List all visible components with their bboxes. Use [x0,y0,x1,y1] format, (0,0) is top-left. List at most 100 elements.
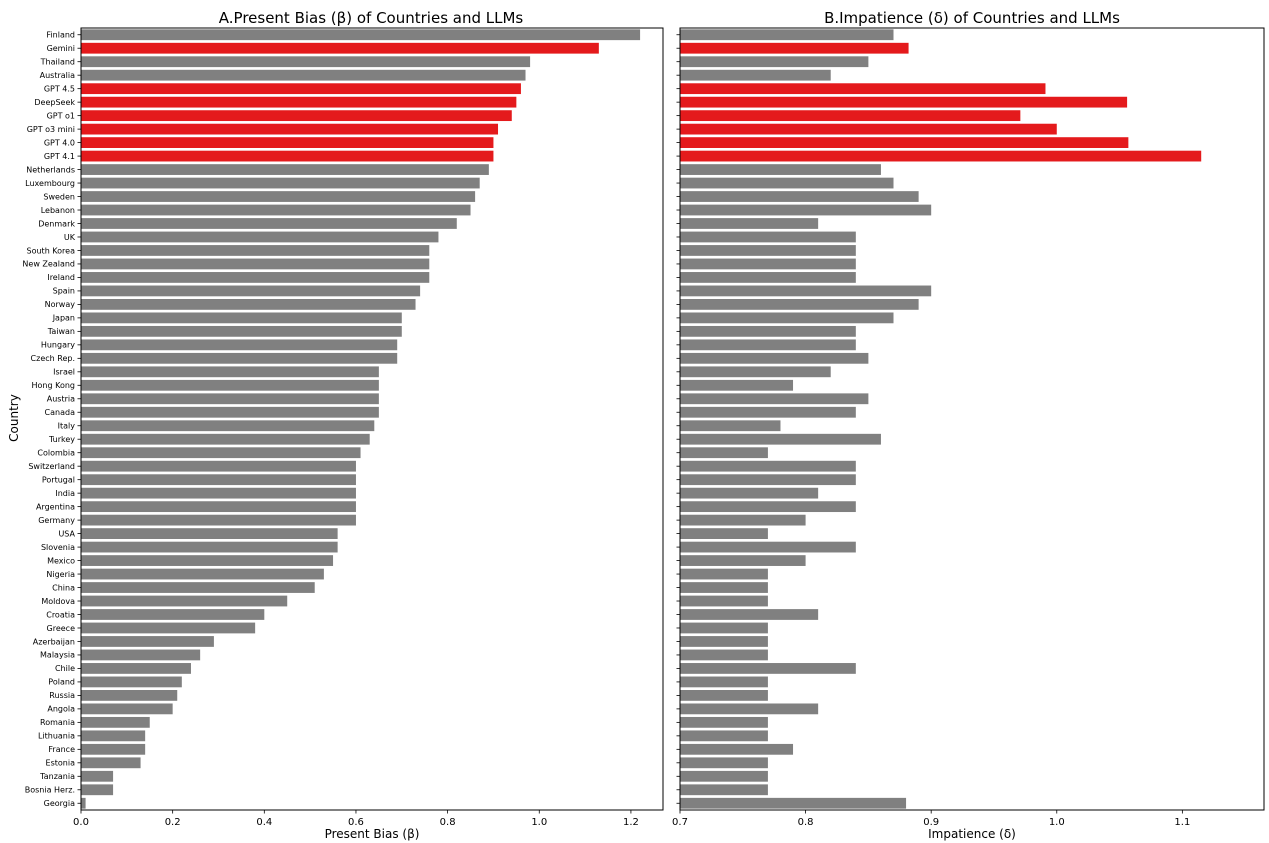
panel-b-x-axis-label: Impatience (δ) [928,827,1016,841]
panel-a-bar-russia [81,690,178,701]
panel-b-bar-switzerland [680,460,856,472]
country-label-denmark: Denmark [38,219,75,228]
panel-b-bar-ireland [680,272,856,283]
panel-b-bar-hong-kong [680,379,794,391]
country-label-switzerland: Switzerland [28,462,75,471]
panel-b-bar-lithuania [680,730,768,742]
panel-a-bar-finland [81,29,641,41]
panel-a-bar-china [81,582,315,593]
country-label-russia: Russia [49,691,75,700]
panel-a-bar-greece [81,622,256,634]
panel-b-xtick-label-0-8: 0.8 [798,817,814,828]
panel-a-bar-slovenia [81,541,338,553]
country-label-portugal: Portugal [42,475,75,484]
panel-b-bar-france [680,743,794,755]
panel-a-bar-taiwan [81,325,402,337]
panel-b-bar-sweden [680,191,919,202]
panel-a-bar-hong-kong [81,379,379,391]
panel-b-bar-lebanon [680,204,932,216]
panel-a-title: A.Present Bias (β) of Countries and LLMs [219,9,524,27]
panel-b-bar-deepseek [680,96,1128,108]
panel-b-bar-angola [680,703,819,715]
panel-b-bar-luxembourg [680,177,894,189]
panel-b-bar-portugal [680,474,856,486]
panel-a-bar-gpt-4-0 [81,137,494,148]
panel-b-bar-china [680,582,768,593]
country-label-gpt-o1: GPT o1 [47,111,75,120]
panel-b-bar-gpt-o1 [680,110,1021,122]
panel-a-bar-romania [81,716,150,728]
panel-a-xtick-label-0-4: 0.4 [256,817,272,828]
country-label-tanzania: Tanzania [39,772,75,781]
panel-a-bar-uk [81,231,439,243]
country-label-israel: Israel [53,368,75,377]
panel-b-bar-slovenia [680,541,856,553]
panel-b-frame [679,27,1265,811]
panel-a-bar-south-korea [81,245,430,256]
panel-b-bar-colombia [680,447,768,459]
panel-b-bar-gemini [680,42,909,54]
panel-b-bar-bosnia-herz [680,784,768,796]
panel-a-bar-lithuania [81,730,146,742]
panel-b-title: B.Impatience (δ) of Countries and LLMs [824,9,1120,27]
country-label-norway: Norway [45,300,76,309]
panel-a-x-axis-label: Present Bias (β) [325,827,420,841]
panel-a-bar-sweden [81,191,476,202]
panel-a-xtick-label-0-2: 0.2 [165,817,181,828]
panel-b-xtick-label-0-9: 0.9 [923,817,939,828]
panel-b-bar-estonia [680,757,768,769]
country-label-germany: Germany [38,516,75,525]
panel-a-bar-india [81,487,356,499]
panel-a-bar-moldova [81,595,288,607]
panel-a-y-tick-labels: Finland Gemini Thailand Australia GPT 4.5 Dee… [22,31,81,808]
country-label-taiwan: Taiwan [47,327,75,336]
panel-b-bar-spain [680,285,932,297]
panel-b-bar-canada [680,406,856,418]
panel-a-x-tick-labels: 0.0 0.2 0.4 0.6 0.8 1.0 1.2 [73,810,639,828]
panel-b-y-ticks [676,34,680,804]
country-label-greece: Greece [47,624,76,633]
panel-b-bar-greece [680,622,768,634]
panel-b-bar-taiwan [680,325,856,337]
panel-a-bar-malaysia [81,649,201,661]
panel-b-bar-azerbaijan [680,636,768,647]
panel-a-bar-portugal [81,474,356,486]
panel-b-bar-nigeria [680,568,768,580]
panel-b-bar-netherlands [680,164,881,175]
panel-b-bar-australia [680,69,831,81]
country-label-lithuania: Lithuania [38,732,75,741]
panel-a-bar-angola [81,703,173,715]
panel-b-bar-georgia [680,797,907,809]
country-label-gpt-4-1: GPT 4.1 [44,152,75,161]
panel-b-bar-japan [680,312,894,324]
panel-b-bar-romania [680,716,768,728]
country-label-japan: Japan [52,314,75,323]
country-label-angola: Angola [47,705,75,714]
panel-b-bar-austria [680,393,869,405]
panel-a-bar-argentina [81,501,356,513]
country-label-sweden: Sweden [43,192,75,201]
panel-b-bar-denmark [680,218,819,229]
panel-a-xtick-label-1-0: 1.0 [531,817,547,828]
panel-a-bar-luxembourg [81,177,480,189]
panel-b-bar-usa [680,528,768,539]
country-label-australia: Australia [40,71,75,80]
panel-a-bar-colombia [81,447,361,459]
panel-a-bar-croatia [81,609,265,620]
panel-a-bar-spain [81,285,421,297]
panel-b-bar-uk [680,231,856,243]
panel-a-bar-poland [81,676,182,688]
panel-b-bar-israel [680,366,831,378]
panel-a-bar-ireland [81,272,430,283]
panel-b-bar-czech-rep [680,352,869,364]
panel-b-bar-poland [680,676,768,688]
panel-b-bar-germany [680,514,806,526]
country-label-netherlands: Netherlands [26,165,75,174]
panel-b-bar-mexico [680,555,806,566]
panel-a-bar-gpt-o1 [81,110,512,122]
panel-a-present-bias: A.Present Bias (β) of Countries and LLMs… [22,9,664,841]
panel-b-bar-malaysia [680,649,768,661]
panel-a-bar-italy [81,420,375,432]
country-label-lebanon: Lebanon [41,206,75,215]
panel-b-x-tick-labels: 0.7 0.8 0.9 1.0 1.1 [672,810,1190,828]
